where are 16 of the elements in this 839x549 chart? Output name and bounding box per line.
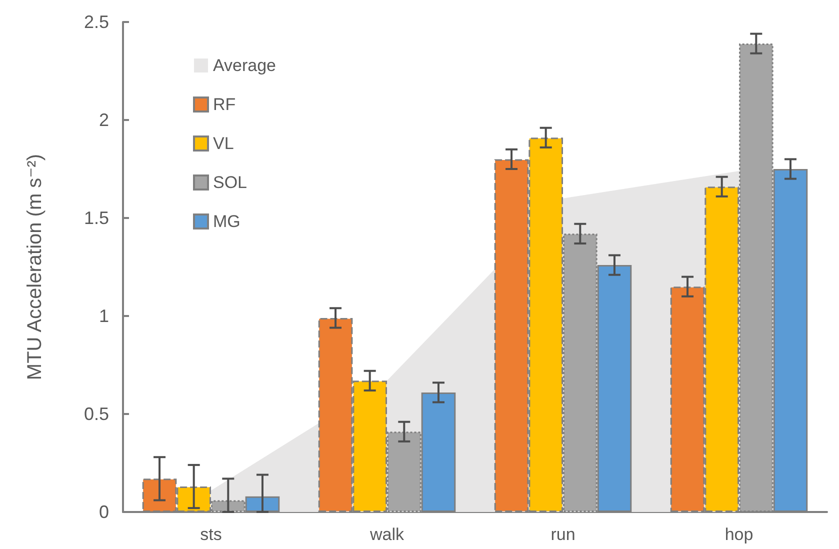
y-tick-label: 1 bbox=[98, 306, 109, 326]
y-tick-label: 0 bbox=[98, 502, 109, 522]
y-tick-label: 2.5 bbox=[84, 12, 109, 32]
x-tick-label: sts bbox=[200, 525, 222, 544]
legend-label: VL bbox=[213, 134, 234, 153]
y-axis-title: MTU Acceleration (m s⁻²) bbox=[24, 154, 46, 380]
x-tick-label: run bbox=[550, 525, 576, 544]
legend-label: MG bbox=[213, 212, 240, 231]
y-tick-label: 1.5 bbox=[84, 208, 109, 228]
y-tick-label: 0.5 bbox=[84, 404, 109, 424]
legend-label: RF bbox=[213, 95, 236, 114]
legend-label: SOL bbox=[213, 173, 248, 192]
legend-label: Average bbox=[213, 56, 276, 75]
x-tick-label: hop bbox=[724, 525, 754, 544]
y-tick-label: 2 bbox=[98, 110, 109, 130]
x-tick-label: walk bbox=[368, 525, 404, 544]
